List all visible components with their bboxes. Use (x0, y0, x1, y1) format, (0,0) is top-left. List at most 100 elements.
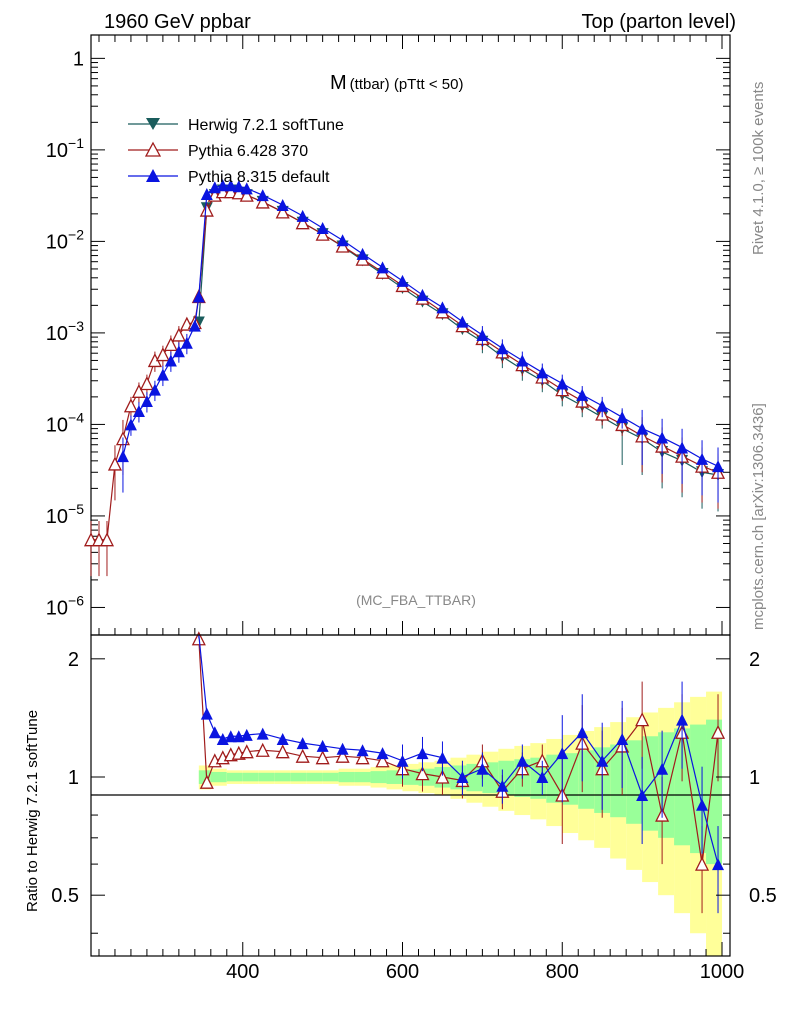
data-point (164, 354, 177, 367)
ratio-point (224, 730, 237, 743)
data-point (436, 301, 449, 314)
ratio-point (635, 712, 650, 727)
ratio-point (656, 762, 669, 775)
ratio-point (435, 769, 450, 784)
series-line (122, 184, 719, 467)
ratio-point (275, 744, 290, 759)
ratio-bands (198, 691, 723, 956)
ratio-point (355, 750, 370, 765)
legend: Herwig 7.2.1 softTune Pythia 6.428 370 P… (128, 117, 344, 186)
ratio-point (476, 762, 489, 775)
main-y-tick-label: 10−3 (46, 318, 84, 345)
data-point (139, 376, 154, 391)
legend-marker-herwig (146, 118, 160, 130)
ratio-point (315, 750, 330, 765)
ratio-y-tick-label: 2 (68, 649, 79, 671)
ratio-point (516, 754, 529, 767)
data-point (199, 202, 214, 217)
data-point (188, 319, 201, 332)
data-point (276, 198, 289, 211)
data-point (124, 418, 137, 431)
main-y-tick-label: 10−2 (46, 226, 84, 253)
data-point (99, 532, 115, 547)
ratio-y-tick-label: 1 (68, 767, 79, 789)
ratio-y-axis-label: Ratio to Herwig 7.2.1 softTune (24, 710, 41, 912)
ratio-point (696, 798, 709, 811)
main-y-tick-exp: −1 (68, 135, 84, 151)
plot-title: M (ttbar) (pTtt < 50) (330, 72, 463, 94)
data-point (616, 411, 629, 424)
ratio-point (694, 856, 710, 871)
data-point (239, 187, 254, 202)
data-point (295, 215, 310, 230)
data-point (163, 336, 178, 351)
ratio-y-tick-label: 0.5 (51, 885, 79, 907)
ratio-point (255, 742, 270, 757)
ratio-band-inner (290, 772, 307, 782)
data-point (180, 336, 193, 349)
ratio-point (239, 744, 254, 759)
data-point (636, 422, 649, 435)
data-point (155, 347, 170, 362)
ratio-point (415, 766, 430, 781)
ratio-band-inner (706, 719, 723, 865)
data-point (396, 274, 409, 287)
data-point (556, 377, 569, 390)
ratio-band-inner (198, 770, 211, 784)
ratio-point (316, 739, 329, 752)
data-point (200, 187, 213, 200)
ratio-y-tick-label-right: 0.5 (749, 885, 777, 907)
ratio-y-ticks: 0.5 0.5 1 1 2 2 (51, 649, 777, 934)
data-point (712, 460, 725, 473)
data-point (132, 405, 145, 418)
ratio-band-inner (258, 772, 275, 782)
ratio-plot-frame (90, 634, 731, 957)
x-tick-label: 600 (386, 961, 419, 983)
side-text-bottom: mcplots.cern.ch [arXiv:1306.3436] (750, 403, 767, 630)
ratio-band-inner (226, 772, 243, 782)
legend-entry-herwig: Herwig 7.2.1 softTune (128, 117, 344, 134)
ratio-point (536, 771, 549, 784)
data-point (156, 368, 169, 381)
main-y-tick-label: 10−6 (46, 592, 84, 619)
data-point (240, 182, 253, 195)
data-point (171, 327, 186, 342)
ratio-point (336, 742, 349, 755)
ratio-point (616, 732, 629, 745)
data-point (476, 328, 489, 341)
side-text-top: Rivet 4.1.0, ≥ 100k events (750, 82, 767, 255)
ratio-point (556, 747, 569, 760)
data-point (131, 383, 146, 398)
ratio-point (199, 774, 214, 789)
data-point (224, 179, 237, 192)
ratio-point (200, 707, 213, 720)
ratio-point (596, 754, 609, 767)
legend-marker-pythia8 (146, 169, 160, 182)
ratio-point (335, 748, 350, 763)
data-point (676, 441, 689, 454)
main-y-tick-base: 10 (46, 140, 68, 162)
main-y-tick-base: 10 (46, 414, 68, 436)
ratio-point (276, 732, 289, 745)
legend-label-pythia8: Pythia 8.315 default (188, 169, 330, 186)
main-y-tick-exp: −6 (68, 592, 84, 608)
data-point (696, 452, 709, 465)
plot-title-main: M (330, 72, 347, 94)
main-y-tick-base: 10 (46, 231, 68, 253)
ratio-band-inner (274, 772, 291, 782)
main-series-layer (83, 179, 726, 577)
main-y-tick-exp: −4 (68, 409, 84, 425)
main-y-tick-label: 10−5 (46, 501, 84, 528)
ratio-point (436, 751, 449, 764)
data-point (296, 209, 309, 222)
ratio-point (416, 747, 429, 760)
ratio-series-layer (191, 631, 726, 914)
legend-marker-pythia6 (144, 141, 162, 157)
header-right: Top (parton level) (581, 11, 736, 33)
ratio-point (396, 754, 409, 767)
legend-label-herwig: Herwig 7.2.1 softTune (188, 117, 344, 134)
ratio-band-inner (354, 771, 371, 783)
data-point (148, 383, 161, 396)
ratio-point (456, 771, 469, 784)
